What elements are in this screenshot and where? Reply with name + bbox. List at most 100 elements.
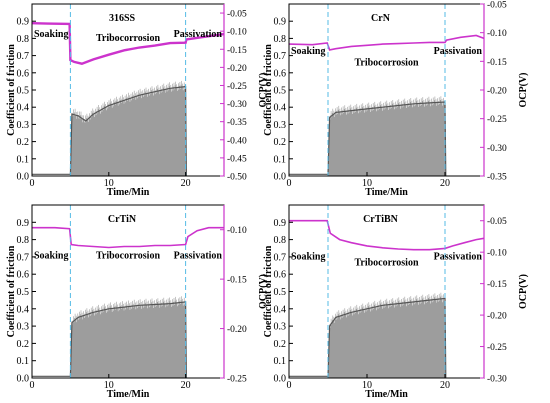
y-left-tick-label: 0.6 bbox=[274, 68, 287, 79]
x-tick-label: 10 bbox=[362, 380, 372, 391]
x-tick-label: 20 bbox=[440, 178, 450, 189]
y-right-tick-label: -0.10 bbox=[227, 28, 247, 38]
phase-label-tribocorrosion: Tribocorrosion bbox=[354, 57, 419, 68]
y-left-tick-label: 0.8 bbox=[274, 235, 287, 246]
ocp-series-line bbox=[32, 226, 224, 249]
y-right-tick-label: -0.25 bbox=[487, 115, 507, 125]
chart-panel-crtibn: 0 10 20 Time/Min 0.0 0.1 0.2 0.3 0.4 0.5 0.6 0.7 0.8… bbox=[263, 204, 529, 400]
y-left-tick-label: 0.3 bbox=[274, 120, 287, 131]
y-right-axis-label: OCP(V) bbox=[258, 73, 269, 108]
y-right-tick-label: -0.10 bbox=[487, 29, 507, 39]
y-left-tick-label: 0.0 bbox=[17, 172, 30, 183]
x-tick-label: 20 bbox=[181, 380, 191, 391]
chart-title: CrN bbox=[371, 13, 391, 24]
y-left-axis-label: Coefficient of friction bbox=[263, 44, 274, 136]
y-left-tick-label: 0.9 bbox=[274, 17, 287, 28]
y-left-tick-label: 0.8 bbox=[274, 34, 287, 45]
y-left-tick-label: 0.2 bbox=[274, 137, 287, 148]
y-right-tick-label: -0.10 bbox=[227, 226, 247, 236]
y-right-tick-label: -0.15 bbox=[227, 46, 247, 56]
cof-series-line bbox=[32, 85, 187, 177]
ocp-series-line bbox=[31, 22, 225, 65]
y-left-tick-label: 0.1 bbox=[274, 154, 287, 165]
y-right-tick-label: -0.05 bbox=[487, 217, 507, 227]
y-right-tick-label: -0.25 bbox=[227, 82, 247, 92]
x-tick-label: 0 bbox=[30, 380, 35, 391]
y-left-tick-label: 0.3 bbox=[17, 322, 30, 333]
y-right-tick-label: -0.20 bbox=[227, 325, 247, 335]
y-right-axis-label: OCP(V) bbox=[518, 274, 529, 309]
y-right-tick-label: -0.30 bbox=[227, 100, 247, 110]
chart-title: CrTiN bbox=[108, 214, 137, 225]
cof-oscillation-band bbox=[328, 292, 445, 378]
x-axis-label: Time/Min bbox=[365, 389, 408, 400]
x-tick-label: 10 bbox=[362, 178, 372, 189]
chart-panel-316ss: 0 10 20 Time/Min 0.0 0.1 0.2 0.3 0.4 0.5 0.6 0.7 0.8… bbox=[6, 3, 269, 198]
chart-panel-crn: 0 10 20 Time/Min 0.0 0.1 0.2 0.3 0.4 0.5 0.6 0.7 0.8… bbox=[263, 1, 529, 199]
y-left-tick-label: 0.3 bbox=[274, 322, 287, 333]
chart-title: CrTiBN bbox=[363, 214, 399, 225]
y-right-tick-label: -0.05 bbox=[227, 10, 247, 20]
phase-label-tribocorrosion: Tribocorrosion bbox=[354, 258, 419, 269]
ocp-series-line bbox=[289, 219, 485, 251]
x-tick-label: 20 bbox=[181, 178, 191, 189]
y-left-axis-label: Coefficient of friction bbox=[6, 44, 17, 136]
phase-label-tribocorrosion: Tribocorrosion bbox=[96, 250, 161, 261]
x-axis-label: Time/Min bbox=[365, 187, 408, 198]
y-right-tick-label: -0.15 bbox=[487, 280, 507, 290]
y-right-tick-label: -0.35 bbox=[487, 173, 507, 183]
cof-oscillation-band bbox=[70, 80, 186, 176]
phase-label-soaking: Soaking bbox=[291, 251, 325, 262]
y-right-tick-label: -0.15 bbox=[487, 58, 507, 68]
chart-title: 316SS bbox=[109, 13, 136, 24]
phase-label-soaking: Soaking bbox=[34, 250, 68, 261]
x-tick-label: 0 bbox=[30, 178, 35, 189]
y-left-tick-label: 0.3 bbox=[17, 120, 30, 131]
y-left-tick-label: 0.0 bbox=[274, 374, 287, 385]
y-right-tick-label: -0.20 bbox=[487, 312, 507, 322]
x-tick-label: 10 bbox=[104, 380, 114, 391]
y-left-axis-label: Coefficient of friction bbox=[6, 245, 17, 337]
y-right-tick-label: -0.05 bbox=[487, 1, 507, 11]
cof-oscillation-band bbox=[70, 296, 186, 378]
y-left-tick-label: 0.7 bbox=[274, 51, 287, 62]
y-right-tick-label: -0.20 bbox=[227, 64, 247, 74]
y-right-tick-label: -0.20 bbox=[487, 87, 507, 97]
y-right-tick-label: -0.25 bbox=[487, 343, 507, 353]
phase-label-passivation: Passivation bbox=[434, 251, 483, 262]
y-right-tick-label: -0.30 bbox=[487, 375, 507, 385]
cof-series-line bbox=[289, 101, 447, 177]
y-left-tick-label: 0.8 bbox=[17, 34, 30, 45]
y-left-tick-label: 0.9 bbox=[274, 218, 287, 229]
y-right-tick-label: -0.10 bbox=[487, 249, 507, 259]
y-right-tick-label: -0.50 bbox=[227, 173, 247, 183]
y-left-tick-label: 0.7 bbox=[17, 51, 30, 62]
cof-series-line bbox=[32, 301, 187, 379]
y-left-tick-label: 0.0 bbox=[17, 374, 30, 385]
x-tick-label: 0 bbox=[287, 380, 292, 391]
y-right-axis-label: OCP(V) bbox=[518, 73, 529, 108]
y-left-axis-label: Coefficient of friction bbox=[263, 245, 274, 337]
y-left-tick-label: 0.9 bbox=[17, 218, 30, 229]
y-left-tick-label: 0.4 bbox=[17, 304, 30, 315]
y-left-tick-label: 0.1 bbox=[17, 154, 30, 165]
y-right-tick-label: -0.30 bbox=[487, 144, 507, 154]
phase-label-soaking: Soaking bbox=[291, 46, 325, 57]
y-left-tick-label: 0.5 bbox=[17, 86, 30, 97]
chart-panel-crtin: 0 10 20 Time/Min 0.0 0.1 0.2 0.3 0.4 0.5 0.6 0.7 0.8… bbox=[6, 204, 269, 400]
phase-label-passivation: Passivation bbox=[434, 46, 483, 57]
x-tick-label: 0 bbox=[287, 178, 292, 189]
x-axis-label: Time/Min bbox=[107, 187, 150, 198]
y-left-tick-label: 0.6 bbox=[274, 270, 287, 281]
y-left-tick-label: 0.4 bbox=[274, 304, 287, 315]
y-left-tick-label: 0.4 bbox=[274, 103, 287, 114]
phase-label-tribocorrosion: Tribocorrosion bbox=[96, 33, 161, 44]
y-right-tick-label: -0.25 bbox=[227, 375, 247, 385]
y-left-tick-label: 0.6 bbox=[17, 68, 30, 79]
y-left-tick-label: 0.5 bbox=[274, 287, 287, 298]
y-right-tick-label: -0.15 bbox=[227, 276, 247, 286]
y-left-tick-label: 0.1 bbox=[17, 356, 30, 367]
x-tick-label: 10 bbox=[104, 178, 114, 189]
y-left-tick-label: 0.7 bbox=[17, 252, 30, 263]
